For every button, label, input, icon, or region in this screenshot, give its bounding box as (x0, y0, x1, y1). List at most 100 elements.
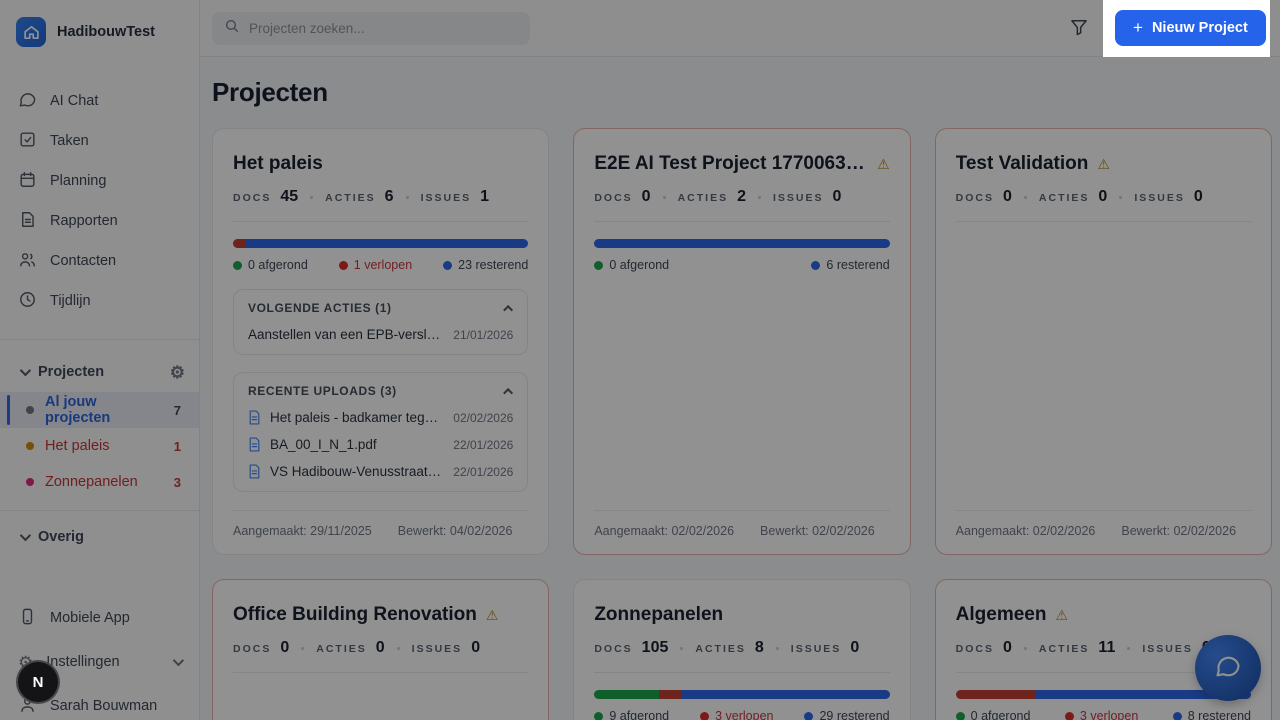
sidebar-item-contacten[interactable]: Contacten (0, 241, 199, 281)
sidebar-item-label: Planning (50, 173, 107, 189)
recent-uploads-header[interactable]: RECENTE UPLOADS (3) (248, 384, 514, 398)
project-card-office-building[interactable]: Office Building Renovation ⚠ DOCS 0 ACTIE… (212, 579, 550, 720)
progress-legend: 0 afgerond 1 verlopen 23 resterend (233, 258, 528, 272)
progress-bar (594, 239, 890, 248)
sidebar-item-label: Tijdlijn (50, 293, 91, 309)
spotlight-highlight: + Nieuw Project (1103, 0, 1270, 57)
project-card-zonnepanelen[interactable]: Zonnepanelen DOCS 105 ACTIES 8 ISSUES 0 9 a… (573, 579, 911, 720)
cursor-badge: N (16, 660, 60, 704)
sidebar-item-al-jouw-projecten[interactable]: Al jouw projecten 7 (0, 392, 199, 428)
progress-bar (955, 690, 1251, 699)
warning-icon: ⚠ (1097, 156, 1110, 172)
edited-date: Bewerkt: 02/02/2026 (760, 524, 875, 538)
search-input[interactable] (249, 21, 518, 36)
chat-fab-button[interactable] (1195, 635, 1261, 701)
project-count-badge: 1 (173, 438, 181, 454)
sidebar-item-label: Contacten (50, 253, 117, 269)
filter-funnel-icon[interactable] (1069, 17, 1089, 42)
sidebar-item-taken[interactable]: Taken (0, 121, 199, 161)
project-color-dot (26, 478, 34, 486)
project-card-stats: DOCS 45 ACTIES 6 ISSUES 1 (233, 188, 489, 205)
project-color-dot (26, 442, 34, 450)
project-card-test-validation[interactable]: Test Validation ⚠ DOCS 0 ACTIES 0 ISSUES 0 … (934, 128, 1272, 555)
sidebar-divider (0, 339, 199, 340)
chat-bubble-icon (18, 90, 37, 113)
next-action-item[interactable]: Aanstellen van een EPB-versla... 21/01/2… (248, 327, 514, 342)
search-box[interactable] (212, 12, 530, 45)
document-icon (18, 210, 37, 233)
project-card-stats: DOCS 0 ACTIES 2 ISSUES 0 (594, 188, 842, 205)
sidebar-divider (0, 510, 199, 511)
projects-section-header[interactable]: Projecten ⚙ (0, 352, 199, 392)
project-label: Zonnepanelen (45, 474, 138, 490)
card-footer: Aangemaakt: 29/11/2025 Bewerkt: 04/02/20… (233, 510, 529, 538)
upload-item[interactable]: VS Hadibouw-Venusstraat.p... 22/01/2026 (248, 464, 513, 479)
smartphone-icon (18, 607, 37, 630)
new-project-button[interactable]: + Nieuw Project (1115, 10, 1266, 46)
warning-icon: ⚠ (1055, 607, 1069, 623)
page-title: Projecten (212, 77, 328, 107)
chat-bubble-icon (1214, 652, 1242, 685)
progress-legend: 9 afgerond 3 verlopen 29 resterend (594, 709, 890, 720)
project-card-stats: DOCS 105 ACTIES 8 ISSUES 0 (594, 639, 860, 656)
project-count-badge: 7 (173, 402, 181, 418)
project-card-het-paleis[interactable]: Het paleis DOCS 45 ACTIES 6 ISSUES 1 0 afge… (212, 128, 550, 555)
sidebar-bottom: Mobiele App ⚙ Instellingen Sarah Bouwman (0, 596, 199, 720)
project-card-stats: DOCS 0 ACTIES 0 ISSUES 0 (233, 639, 481, 656)
app-logo[interactable]: HadibouwTest (0, 0, 199, 57)
user-name-label: Sarah Bouwman (50, 698, 158, 714)
warning-icon: ⚠ (485, 607, 499, 623)
progress-legend: 0 afgerond 6 resterend (594, 258, 890, 272)
calendar-icon (18, 170, 37, 193)
app-name: HadibouwTest (57, 24, 156, 40)
users-icon (18, 250, 37, 273)
file-icon (248, 410, 261, 425)
progress-legend: 0 afgerond 3 verlopen 8 resterend (955, 709, 1251, 720)
sidebar-item-tijdlijn[interactable]: Tijdlijn (0, 281, 199, 321)
file-icon (248, 437, 261, 452)
check-square-icon (18, 130, 37, 153)
plus-icon: + (1133, 18, 1143, 37)
recent-uploads-section: RECENTE UPLOADS (3) Het paleis - badkame… (233, 372, 529, 492)
created-date: Aangemaakt: 02/02/2026 (955, 524, 1096, 538)
sidebar-nav: AI Chat Taken Planning Rapporten Contact… (0, 81, 199, 321)
sidebar: HadibouwTest AI Chat Taken Planning Rapp… (0, 0, 200, 720)
next-actions-header[interactable]: VOLGENDE ACTIES (1) (248, 301, 514, 315)
warning-icon: ⚠ (877, 156, 890, 172)
overig-section-header[interactable]: Overig (0, 517, 199, 557)
sidebar-item-planning[interactable]: Planning (0, 161, 199, 201)
upload-item[interactable]: Het paleis - badkamer tegel... 02/02/202… (248, 410, 513, 425)
progress-bar (594, 690, 890, 699)
projects-settings-gear-icon[interactable]: ⚙ (169, 362, 185, 382)
project-label: Al jouw projecten (45, 394, 111, 426)
sidebar-item-label: Taken (50, 133, 89, 149)
sidebar-item-ai-chat[interactable]: AI Chat (0, 81, 199, 121)
projects-section-label: Projecten (38, 364, 105, 380)
sidebar-item-rapporten[interactable]: Rapporten (0, 201, 199, 241)
new-project-label: Nieuw Project (1151, 20, 1248, 36)
house-logo-icon (16, 17, 46, 47)
upload-item[interactable]: BA_00_I_N_1.pdf 22/01/2026 (248, 437, 513, 452)
card-footer: Aangemaakt: 02/02/2026 Bewerkt: 02/02/20… (594, 510, 890, 538)
project-card-stats: DOCS 0 ACTIES 0 ISSUES 0 (955, 188, 1203, 205)
project-label: Het paleis (45, 438, 110, 454)
sidebar-item-label: Rapporten (50, 213, 118, 229)
edited-date: Bewerkt: 04/02/2026 (397, 524, 513, 538)
topbar (200, 0, 1280, 57)
card-footer: Aangemaakt: 02/02/2026 Bewerkt: 02/02/20… (955, 510, 1251, 538)
sidebar-item-het-paleis[interactable]: Het paleis 1 (0, 428, 199, 464)
next-actions-section: VOLGENDE ACTIES (1) Aanstellen van een E… (233, 289, 529, 355)
clock-icon (18, 290, 37, 313)
created-date: Aangemaakt: 29/11/2025 (233, 524, 372, 538)
sidebar-item-zonnepanelen[interactable]: Zonnepanelen 3 (0, 464, 199, 500)
projects-grid: Het paleis DOCS 45 ACTIES 6 ISSUES 1 0 afge… (200, 108, 1280, 720)
project-card-e2e-ai-test[interactable]: E2E AI Test Project 17700631... ⚠ DOCS 0 … (573, 128, 911, 555)
sidebar-item-label: Instellingen (46, 654, 120, 670)
sidebar-item-label: Mobiele App (50, 610, 130, 626)
sidebar-item-mobiele-app[interactable]: Mobiele App (0, 596, 199, 640)
file-icon (248, 464, 261, 479)
